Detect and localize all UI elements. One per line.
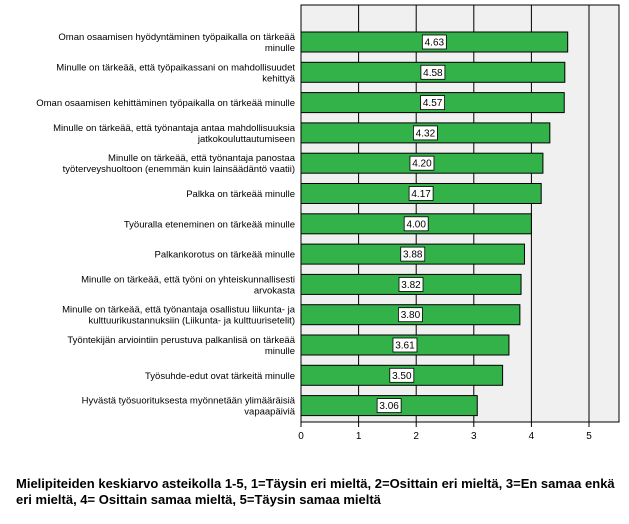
data-label-box xyxy=(420,64,446,80)
data-label: 3.82 xyxy=(401,280,421,291)
data-label: 4.58 xyxy=(423,68,443,79)
data-label: 4.63 xyxy=(425,38,445,49)
data-label-box xyxy=(409,155,435,171)
x-axis-ticks: 0 1 2 3 4 5 xyxy=(298,422,592,442)
data-label-box xyxy=(389,367,415,383)
category-label: Työuralla eteneminen on tärkeää minulle xyxy=(124,219,295,230)
category-label: Minulle on tärkeää, että työnantaja osal… xyxy=(62,305,296,327)
data-label-box xyxy=(413,125,438,141)
data-label-box xyxy=(420,95,446,110)
x-tick-label: 3 xyxy=(471,431,477,442)
data-label: 4.17 xyxy=(411,189,431,200)
category-label: Minulle on tärkeää, että työnantaja pano… xyxy=(63,153,296,175)
category-label: Oman osaamisen hyödyntäminen työpaikalla… xyxy=(58,32,295,54)
data-label-box xyxy=(398,276,424,292)
category-label: Työsuhde-edut ovat tärkeitä minulle xyxy=(145,371,295,382)
category-label: Palkankorotus on tärkeää minulle xyxy=(155,250,295,261)
x-tick-label: 4 xyxy=(529,431,535,442)
data-label: 3.06 xyxy=(379,401,399,412)
data-label: 3.50 xyxy=(392,371,412,382)
category-label: Minulle on tärkeää, että työpaikassani o… xyxy=(56,62,295,84)
category-label: Minulle on tärkeää, että työni on yhteis… xyxy=(81,274,296,296)
data-label-box xyxy=(403,216,429,232)
category-label: Palkka on tärkeää minulle xyxy=(186,189,295,200)
data-label-box xyxy=(392,337,418,353)
data-label: 4.00 xyxy=(406,219,426,230)
chart-caption: Mielipiteiden keskiarvo asteikolla 1-5, … xyxy=(16,476,615,507)
x-tick-label: 0 xyxy=(298,431,304,442)
data-label: 4.32 xyxy=(416,128,436,139)
category-label: Minulle on tärkeää, että työnantaja anta… xyxy=(53,123,296,145)
category-label: Työntekijän arviointiin perustuva palkan… xyxy=(67,335,295,357)
category-label: Oman osaamisen kehittäminen työpaikalla … xyxy=(36,98,295,109)
data-label: 4.20 xyxy=(412,159,432,170)
data-label-box xyxy=(376,398,402,414)
data-label: 4.57 xyxy=(423,98,443,109)
data-label-box xyxy=(421,34,447,50)
x-tick-label: 2 xyxy=(413,431,419,442)
data-label: 3.80 xyxy=(401,310,421,321)
category-labels: Oman osaamisen hyödyntäminen työpaikalla… xyxy=(36,32,295,418)
x-tick-label: 1 xyxy=(356,431,362,442)
bar-chart: 4.63 4.58 4.57 4.32 4.20 4.17 4.00 3.88 3.82 3.80… xyxy=(36,4,620,442)
data-label: 3.61 xyxy=(395,341,415,352)
data-label-box xyxy=(408,186,434,201)
data-label-box xyxy=(400,246,426,262)
data-label-box xyxy=(398,307,423,323)
x-tick-label: 5 xyxy=(586,431,592,442)
category-label: Hyvästä työsuorituksesta myönnetään ylim… xyxy=(82,396,296,418)
bars: 4.63 4.58 4.57 4.32 4.20 4.17 4.00 3.88 3.82 3.80… xyxy=(300,31,569,417)
data-label: 3.88 xyxy=(403,250,423,261)
